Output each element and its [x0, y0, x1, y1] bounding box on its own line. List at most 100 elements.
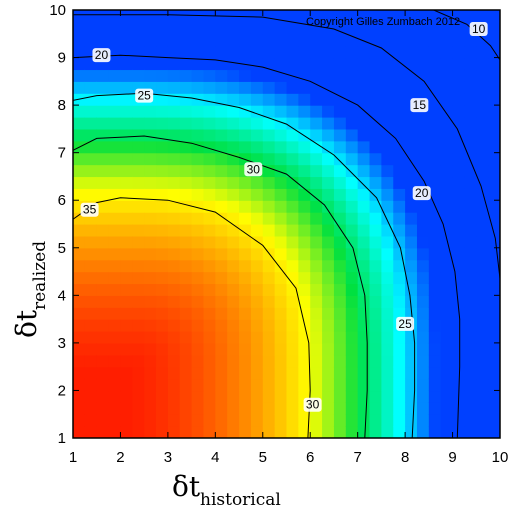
- heat-cell: [215, 128, 228, 142]
- heat-cell: [215, 69, 228, 82]
- heat-cell: [167, 57, 181, 71]
- heat-cell: [416, 295, 430, 308]
- heat-cell: [144, 188, 157, 201]
- heat-cell: [405, 402, 418, 415]
- heat-cell: [191, 105, 205, 118]
- heat-cell: [488, 378, 500, 392]
- heat-cell: [452, 200, 466, 213]
- heat-cell: [227, 426, 240, 438]
- heat-cell: [464, 57, 477, 71]
- y-tick-label: 4: [58, 287, 66, 304]
- heat-cell: [488, 188, 500, 201]
- heat-cell: [84, 366, 98, 380]
- heat-cell: [405, 342, 418, 356]
- heat-cell: [369, 164, 382, 178]
- heat-cell: [179, 295, 193, 308]
- heat-cell: [322, 426, 335, 438]
- heat-cell: [108, 295, 122, 308]
- heat-cell: [250, 212, 264, 225]
- heat-cell: [416, 402, 430, 415]
- heat-cell: [239, 426, 252, 438]
- heat-cell: [132, 366, 145, 380]
- heat-cell: [322, 188, 335, 201]
- contour-label-10: 10: [472, 22, 486, 36]
- heat-cell: [393, 426, 406, 438]
- heat-cell: [298, 307, 311, 320]
- heat-cell: [345, 402, 359, 415]
- heat-cell: [393, 271, 406, 285]
- heat-cell: [167, 188, 181, 201]
- heat-cell: [476, 342, 489, 356]
- heat-cell: [452, 319, 466, 332]
- heat-cell: [286, 235, 299, 249]
- heat-cell: [73, 295, 86, 308]
- heat-cell: [191, 259, 205, 273]
- heat-cell: [84, 117, 98, 130]
- heat-cell: [156, 140, 169, 154]
- heat-cell: [357, 45, 371, 59]
- heat-cell: [428, 342, 442, 356]
- heat-cell: [203, 331, 216, 344]
- heat-cell: [345, 342, 359, 356]
- heat-cell: [464, 10, 477, 23]
- heat-cell: [120, 319, 133, 332]
- heat-cell: [167, 10, 181, 23]
- heat-cell: [239, 378, 252, 392]
- heat-cell: [179, 128, 193, 142]
- heat-cell: [428, 33, 442, 47]
- heat-cell: [286, 128, 299, 142]
- heat-cell: [488, 259, 500, 273]
- heat-cell: [488, 105, 500, 118]
- heat-cell: [108, 33, 122, 47]
- heat-cell: [156, 235, 169, 249]
- heat-cell: [476, 188, 489, 201]
- heat-cell: [191, 247, 205, 261]
- heat-cell: [179, 283, 193, 296]
- y-tick-label: 3: [58, 335, 66, 352]
- x-tick-label: 2: [116, 449, 124, 466]
- heat-cell: [274, 200, 288, 213]
- heat-cell: [227, 152, 240, 166]
- heat-cell: [108, 224, 122, 237]
- heat-cell: [476, 224, 489, 237]
- heat-cell: [369, 200, 382, 213]
- heat-cell: [84, 426, 98, 438]
- heat-cell: [73, 235, 86, 249]
- heat-cell: [286, 378, 299, 392]
- heat-cell: [428, 69, 442, 82]
- heat-cell: [369, 176, 382, 189]
- heat-cell: [381, 283, 394, 296]
- heat-cell: [345, 188, 359, 201]
- heat-cell: [369, 331, 382, 344]
- heat-cell: [96, 354, 110, 368]
- heat-cell: [120, 33, 133, 47]
- contour-label-25: 25: [398, 317, 412, 331]
- heat-cell: [203, 342, 216, 356]
- heat-cell: [191, 140, 205, 154]
- heat-cell: [452, 105, 466, 118]
- heat-cell: [298, 235, 311, 249]
- heat-cell: [262, 235, 276, 249]
- heat-cell: [333, 188, 347, 201]
- heat-cell: [369, 224, 382, 237]
- heat-cell: [428, 45, 442, 59]
- heat-cell: [96, 21, 110, 35]
- heat-cell: [73, 152, 86, 166]
- heat-cell: [203, 45, 216, 59]
- heat-cell: [405, 283, 418, 296]
- heat-cell: [428, 366, 442, 380]
- heat-cell: [179, 224, 193, 237]
- heat-cell: [262, 402, 276, 415]
- heat-cell: [227, 271, 240, 285]
- heat-cell: [286, 212, 299, 225]
- heat-cell: [333, 271, 347, 285]
- heat-cell: [84, 235, 98, 249]
- heat-cell: [476, 354, 489, 368]
- axis-ticks: 1 2 3 4 5 6 7 8 9 10 1 2 3 4 5 6 7 8 9 10: [49, 2, 508, 466]
- heat-cell: [428, 93, 442, 106]
- heat-cell: [144, 366, 157, 380]
- heat-cell: [191, 81, 205, 94]
- heat-cell: [393, 57, 406, 71]
- heat-cell: [464, 259, 477, 273]
- heat-cell: [393, 295, 406, 308]
